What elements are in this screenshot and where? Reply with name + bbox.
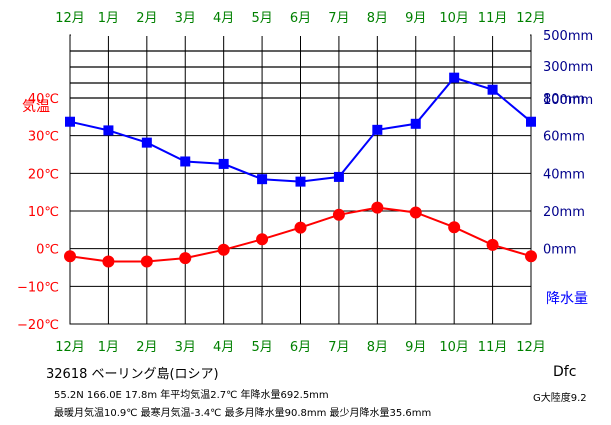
temperature-tick-label: 30℃ — [28, 130, 59, 145]
month-label-bottom: 4月 — [213, 340, 234, 355]
top-edge-mask — [71, 34, 530, 36]
temperature-tick-label: 20℃ — [28, 167, 59, 182]
month-label-top: 8月 — [367, 11, 388, 26]
precipitation-tick-label: 20mm — [543, 205, 585, 220]
precipitation-point — [526, 116, 536, 127]
temperature-point — [102, 255, 115, 268]
temperature-point — [294, 221, 307, 234]
temperature-point — [525, 250, 537, 263]
precipitation-point — [141, 137, 152, 148]
month-label-bottom: 12月 — [516, 340, 546, 355]
temperature-point — [140, 255, 153, 268]
temperature-point — [256, 233, 269, 246]
month-label-top: 3月 — [175, 11, 196, 26]
temperature-point — [486, 238, 499, 251]
month-label-bottom: 2月 — [136, 340, 157, 355]
temperature-point — [448, 221, 461, 234]
month-label-bottom: 10月 — [439, 340, 469, 355]
month-label-bottom: 12月 — [55, 340, 85, 355]
temperature-point — [409, 206, 422, 219]
precipitation-point — [372, 124, 383, 135]
month-label-top: 12月 — [516, 11, 546, 26]
month-label-bottom: 11月 — [478, 340, 508, 355]
precipitation-tick-label: 100mm — [543, 93, 593, 108]
continentality-index: G大陸度9.2 — [533, 393, 587, 404]
precipitation-point — [65, 116, 75, 127]
month-label-top: 6月 — [290, 11, 311, 26]
month-label-top: 4月 — [213, 11, 234, 26]
month-label-top: 9月 — [405, 11, 426, 26]
month-label-bottom: 3月 — [175, 340, 196, 355]
month-label-top: 7月 — [328, 11, 349, 26]
precipitation-point — [333, 171, 344, 182]
station-name: 32618 ベーリング島(ロシア) — [46, 367, 219, 382]
climate-classification: Dfc — [553, 364, 577, 380]
data-series — [64, 72, 537, 268]
precipitation-axis-title: 降水量 — [546, 291, 588, 307]
month-label-top: 5月 — [251, 11, 272, 26]
temperature-tick-label: −10℃ — [17, 280, 59, 295]
temperature-axis-title: 気温 — [22, 99, 50, 115]
month-label-bottom: 9月 — [405, 340, 426, 355]
precipitation-tick-label: 80mm — [543, 92, 585, 107]
precipitation-point — [487, 84, 498, 95]
month-label-bottom: 7月 — [328, 340, 349, 355]
temperature-point — [179, 252, 192, 265]
precipitation-tick-label: 0mm — [543, 243, 577, 258]
precipitation-point — [410, 118, 421, 129]
temperature-point — [64, 250, 76, 263]
station-summary: 55.2N 166.0E 17.8m 年平均気温2.7℃ 年降水量692.5mm — [54, 390, 329, 401]
month-label-top: 2月 — [136, 11, 157, 26]
month-label-top: 1月 — [98, 11, 119, 26]
temperature-tick-label: 10℃ — [28, 205, 59, 220]
temperature-tick-label: −20℃ — [17, 318, 59, 333]
precipitation-tick-label: 500mm — [543, 29, 593, 44]
precipitation-point — [257, 174, 268, 185]
month-label-top: 12月 — [55, 11, 85, 26]
precipitation-point — [103, 125, 114, 136]
precipitation-point — [218, 158, 229, 169]
axis-labels: 12月 12月 1月 1月 2月 2月 3月 3月 4月 4月 5月 5月 6月 6月 7月 7月 8月 8月 9月… — [17, 11, 593, 355]
grid-lines — [69, 34, 532, 325]
temperature-point — [371, 201, 384, 214]
precipitation-point — [295, 176, 306, 187]
month-label-top: 10月 — [439, 11, 469, 26]
temperature-point — [217, 243, 230, 256]
month-label-bottom: 8月 — [367, 340, 388, 355]
station-extremes: 最暖月気温10.9℃ 最寒月気温-3.4℃ 最多月降水量90.8mm 最少月降水… — [54, 408, 432, 419]
temperature-point — [332, 208, 345, 221]
temperature-tick-label: 40℃ — [28, 92, 59, 107]
precipitation-tick-label: 60mm — [543, 130, 585, 145]
precipitation-tick-label: 40mm — [543, 167, 585, 182]
month-label-bottom: 6月 — [290, 340, 311, 355]
precipitation-point — [449, 72, 460, 83]
precipitation-point — [180, 156, 191, 167]
month-label-bottom: 5月 — [251, 340, 272, 355]
precipitation-tick-label: 300mm — [543, 60, 593, 75]
month-label-top: 11月 — [478, 11, 508, 26]
month-label-bottom: 1月 — [98, 340, 119, 355]
temperature-tick-label: 0℃ — [36, 243, 59, 258]
